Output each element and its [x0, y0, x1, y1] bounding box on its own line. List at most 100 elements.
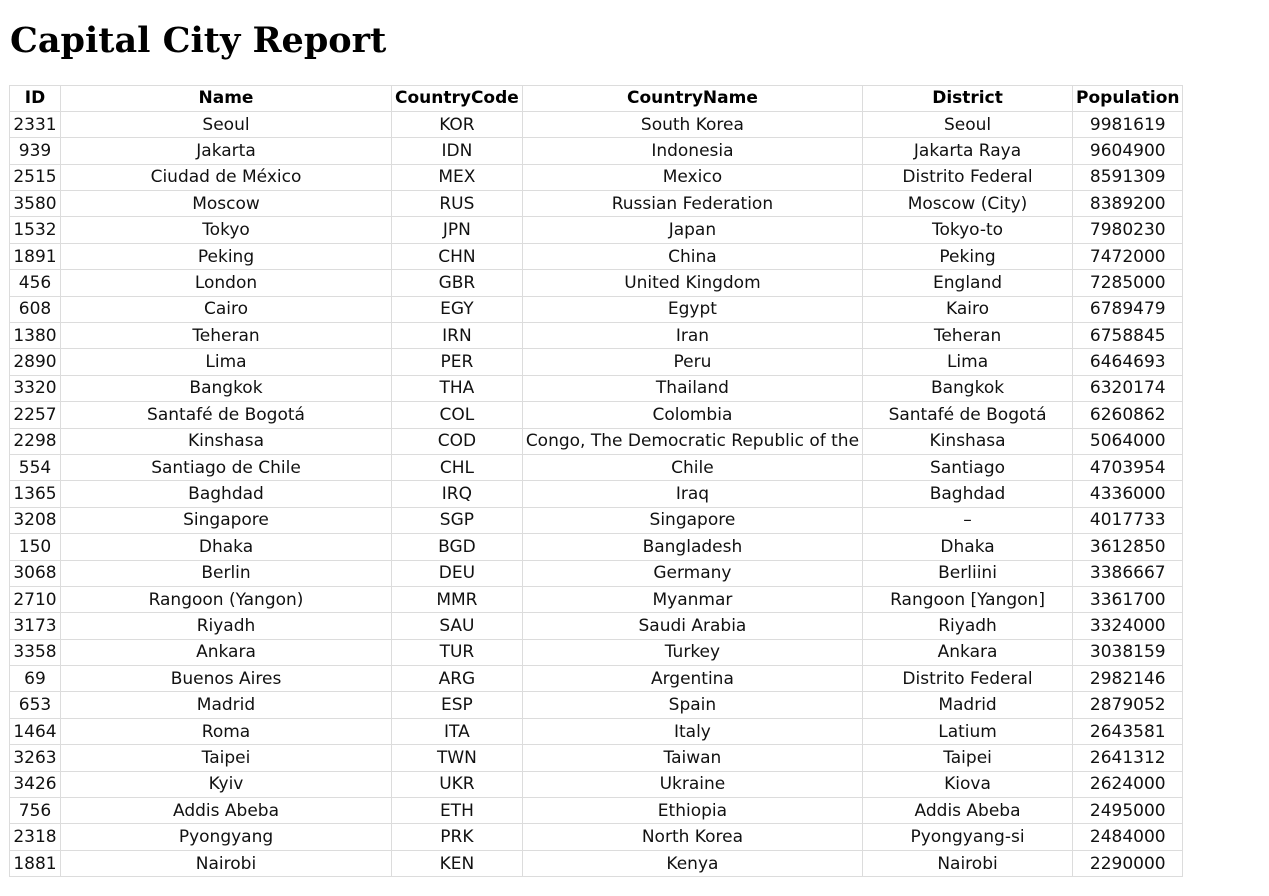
cell-country-code: GBR	[391, 269, 523, 297]
cell-id: 3263	[9, 744, 61, 772]
column-header-name: Name	[60, 84, 392, 112]
cell-population: 8389200	[1072, 190, 1184, 218]
cell-country-code: ETH	[391, 797, 523, 825]
table-row: 756 Addis Abeba ETH Ethiopia Addis Abeba 2495…	[9, 797, 1184, 825]
cell-id: 2890	[9, 348, 61, 376]
cell-country-name: Taiwan	[521, 744, 864, 772]
cell-country-name: Saudi Arabia	[521, 612, 864, 640]
cell-name: Nairobi	[60, 849, 392, 878]
cell-district: Taipei	[862, 744, 1074, 772]
cell-population: 3361700	[1072, 585, 1184, 614]
column-header-country-name: CountryName	[521, 84, 864, 112]
cell-district: Kairo	[862, 295, 1074, 324]
column-header-id: ID	[9, 84, 61, 112]
cell-country-name: Egypt	[521, 295, 864, 324]
cell-district: Bangkok	[862, 374, 1074, 403]
cell-district: Moscow (City)	[862, 190, 1074, 218]
cell-district: Riyadh	[862, 612, 1074, 640]
cell-population: 9604900	[1072, 137, 1184, 165]
cell-population: 2484000	[1072, 823, 1184, 851]
cell-district: Rangoon [Yangon]	[862, 585, 1074, 614]
cell-country-code: PRK	[391, 823, 523, 851]
cell-country-code: ARG	[391, 665, 523, 693]
cell-country-code: IRN	[391, 322, 523, 350]
cell-country-code: UKR	[391, 770, 523, 799]
cell-country-code: SAU	[391, 612, 523, 640]
table-row: 1380 Teheran IRN Iran Teheran 6758845	[9, 322, 1184, 350]
cell-district: Baghdad	[862, 480, 1074, 508]
table-body: 2331 Seoul KOR South Korea Seoul 9981619 939 Ja…	[9, 110, 1184, 878]
table-row: 2257 Santafé de Bogotá COL Colombia Santafé …	[9, 401, 1184, 429]
table-row: 653 Madrid ESP Spain Madrid 2879052	[9, 691, 1184, 719]
cell-district: Santiago	[862, 453, 1074, 482]
cell-name: Pyongyang	[60, 823, 392, 851]
cell-population: 6789479	[1072, 295, 1184, 324]
cell-district: Addis Abeba	[862, 797, 1074, 825]
cell-country-name: Iraq	[521, 480, 864, 508]
cell-id: 1380	[9, 322, 61, 350]
cell-district: Dhaka	[862, 533, 1074, 561]
table-row: 1881 Nairobi KEN Kenya Nairobi 2290000	[9, 849, 1184, 878]
cell-id: 3068	[9, 559, 61, 587]
table-row: 1891 Peking CHN China Peking 7472000	[9, 242, 1184, 271]
cell-country-name: North Korea	[521, 823, 864, 851]
cell-country-code: RUS	[391, 190, 523, 218]
table-row: 150 Dhaka BGD Bangladesh Dhaka 3612850	[9, 533, 1184, 561]
cell-district: Distrito Federal	[862, 665, 1074, 693]
cell-district: Kiova	[862, 770, 1074, 799]
cell-district: Tokyo-to	[862, 216, 1074, 244]
cell-district: England	[862, 269, 1074, 297]
table-row: 3173 Riyadh SAU Saudi Arabia Riyadh 3324000	[9, 612, 1184, 640]
column-header-country-code: CountryCode	[391, 84, 523, 112]
cell-name: Taipei	[60, 744, 392, 772]
cell-id: 3358	[9, 638, 61, 667]
cell-country-code: THA	[391, 374, 523, 403]
table-row: 2710 Rangoon (Yangon) MMR Myanmar Rangoon [Y…	[9, 585, 1184, 614]
cell-name: London	[60, 269, 392, 297]
cell-country-name: Kenya	[521, 849, 864, 878]
cell-country-name: Turkey	[521, 638, 864, 667]
cell-district: Berliini	[862, 559, 1074, 587]
cell-country-code: DEU	[391, 559, 523, 587]
cell-district: –	[862, 506, 1074, 535]
cell-country-code: PER	[391, 348, 523, 376]
table-row: 2331 Seoul KOR South Korea Seoul 9981619	[9, 110, 1184, 139]
cell-country-code: COL	[391, 401, 523, 429]
cell-country-code: IDN	[391, 137, 523, 165]
cell-population: 2495000	[1072, 797, 1184, 825]
cell-country-code: TWN	[391, 744, 523, 772]
table-row: 2318 Pyongyang PRK North Korea Pyongyang-si 2…	[9, 823, 1184, 851]
table-row: 456 London GBR United Kingdom England 7285000	[9, 269, 1184, 297]
cell-country-name: China	[521, 242, 864, 271]
cell-id: 2298	[9, 427, 61, 455]
cell-district: Santafé de Bogotá	[862, 401, 1074, 429]
cell-population: 9981619	[1072, 110, 1184, 139]
cell-population: 6320174	[1072, 374, 1184, 403]
cell-id: 3208	[9, 506, 61, 535]
cell-district: Seoul	[862, 110, 1074, 139]
cell-country-code: BGD	[391, 533, 523, 561]
cell-name: Moscow	[60, 190, 392, 218]
cell-name: Bangkok	[60, 374, 392, 403]
cell-population: 2982146	[1072, 665, 1184, 693]
cell-name: Ciudad de México	[60, 163, 392, 192]
cell-id: 1891	[9, 242, 61, 271]
capital-city-table: ID Name CountryCode CountryName District…	[9, 84, 1184, 878]
cell-population: 4017733	[1072, 506, 1184, 535]
cell-population: 6758845	[1072, 322, 1184, 350]
cell-id: 2515	[9, 163, 61, 192]
table-row: 3208 Singapore SGP Singapore –4017733	[9, 506, 1184, 535]
table-row: 3358 Ankara TUR Turkey Ankara 3038159	[9, 638, 1184, 667]
table-row: 1532 Tokyo JPN Japan Tokyo-to 7980230	[9, 216, 1184, 244]
cell-country-name: South Korea	[521, 110, 864, 139]
cell-country-name: Colombia	[521, 401, 864, 429]
table-row: 2515 Ciudad de México MEX Mexico Distrito Fe…	[9, 163, 1184, 192]
cell-country-name: Ukraine	[521, 770, 864, 799]
table-row: 2298 Kinshasa COD Congo, The Democratic Rep…	[9, 427, 1184, 455]
table-row: 69 Buenos Aires ARG Argentina Distrito Feder…	[9, 665, 1184, 693]
cell-population: 2641312	[1072, 744, 1184, 772]
cell-id: 608	[9, 295, 61, 324]
cell-name: Teheran	[60, 322, 392, 350]
table-row: 3263 Taipei TWN Taiwan Taipei 2641312	[9, 744, 1184, 772]
table-row: 1365 Baghdad IRQ Iraq Baghdad 4336000	[9, 480, 1184, 508]
